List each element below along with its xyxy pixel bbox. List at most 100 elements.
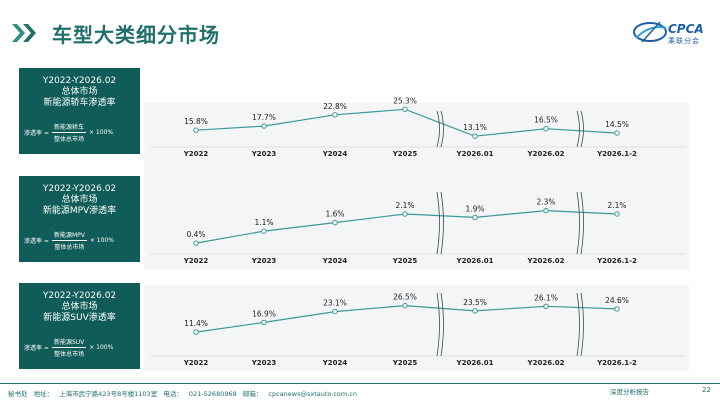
cpca-logo-icon xyxy=(633,21,667,43)
axis-break-mark xyxy=(576,292,580,357)
data-label: 26.5% xyxy=(393,293,417,302)
formula: 渗透率 = 新能源SUV 整体总市场 × 100% xyxy=(24,337,113,358)
axis-break-mark xyxy=(580,110,584,148)
data-point xyxy=(614,211,620,217)
formula-lhs: 渗透率 = xyxy=(24,345,49,352)
x-tick-label: Y2026.1-2 xyxy=(596,359,637,367)
panel-title-line: 总体市场 xyxy=(61,302,98,312)
formula-rhs: × 100% xyxy=(89,344,114,351)
x-tick-label: Y2023 xyxy=(251,257,277,265)
data-point xyxy=(193,240,199,246)
data-point xyxy=(543,303,549,310)
data-point xyxy=(261,319,267,326)
axis-break-mark xyxy=(576,191,580,255)
data-point xyxy=(261,228,267,234)
data-label: 23.1% xyxy=(323,299,347,308)
x-tick-label: Y2022 xyxy=(183,150,209,158)
logo-subtitle: 乘联分会 xyxy=(668,37,700,45)
data-label: 1.6% xyxy=(325,210,344,219)
data-label: 14.5% xyxy=(605,120,629,129)
chart-strip-sedan xyxy=(144,103,689,189)
panel-title-line: 总体市场 xyxy=(61,87,98,97)
panel-title-line: 新能源轿车渗透率 xyxy=(43,98,116,108)
panel-info-sedan: Y2022-Y2026.02 总体市场 新能源轿车渗透率 渗透率 = 新能源轿车… xyxy=(19,68,140,154)
data-label: 1.9% xyxy=(465,204,484,213)
axis-break-mark xyxy=(436,191,440,255)
x-tick-label: Y2026.02 xyxy=(527,257,565,265)
footer-divider xyxy=(0,383,720,384)
x-tick-label: Y2026.1-2 xyxy=(596,257,637,265)
data-point xyxy=(472,214,478,221)
x-tick-label: Y2026.02 xyxy=(527,359,565,367)
data-point xyxy=(332,308,338,315)
data-point xyxy=(472,308,478,314)
data-point xyxy=(193,127,199,133)
data-label: 15.8% xyxy=(184,117,208,126)
data-point xyxy=(543,207,549,214)
data-label: 24.6% xyxy=(605,296,629,305)
panel-title-line: Y2022-Y2026.02 xyxy=(42,291,117,301)
page-title: 车型大类细分市场 xyxy=(52,23,220,47)
x-tick-label: Y2026.1-2 xyxy=(596,150,637,158)
data-point xyxy=(614,306,620,312)
footer-phone-label: 电话： xyxy=(163,390,183,398)
axis-break-mark xyxy=(576,110,580,148)
axis-break-mark xyxy=(440,292,444,357)
axis-break-mark xyxy=(436,110,440,148)
panel-title-line: Y2022-Y2026.02 xyxy=(42,76,117,86)
formula-numerator: 新能源MPV xyxy=(51,232,87,241)
footer-secretariat: 秘书处 xyxy=(8,390,28,398)
x-tick-label: Y2026.01 xyxy=(456,359,494,367)
panel-info-mpv: Y2022-Y2026.02 总体市场 新能源MPV渗透率 渗透率 = 新能源M… xyxy=(19,176,140,262)
data-label: 0.4% xyxy=(186,230,205,239)
axis-break-mark xyxy=(580,292,584,357)
data-label: 2.3% xyxy=(536,198,555,207)
formula-numerator: 新能源轿车 xyxy=(51,124,86,133)
formula-denominator: 整体总市场 xyxy=(54,244,85,251)
x-tick-label: Y2026.01 xyxy=(456,150,494,158)
x-tick-label: Y2022 xyxy=(183,257,209,265)
chart-strip-suv xyxy=(144,285,689,371)
formula: 渗透率 = 新能源轿车 整体总市场 × 100% xyxy=(24,122,113,143)
formula-lhs: 渗透率 = xyxy=(24,130,49,137)
footer-phone: 021-52680968 xyxy=(188,390,237,398)
data-point xyxy=(402,211,408,217)
chart-strip-mpv xyxy=(144,184,689,270)
footer-address: 上海市武宁路423号8号楼1103室 xyxy=(59,390,158,398)
data-point xyxy=(193,329,199,335)
panel-title-line: 总体市场 xyxy=(61,195,98,205)
axis-break-mark xyxy=(440,110,444,148)
data-label: 17.7% xyxy=(252,113,276,122)
axis-break-mark xyxy=(580,191,584,255)
formula-rhs: × 100% xyxy=(88,129,114,136)
data-point xyxy=(332,219,338,226)
data-label: 1.1% xyxy=(254,218,273,227)
chevron-icon xyxy=(12,24,36,42)
data-label: 25.3% xyxy=(393,96,417,105)
data-label: 2.1% xyxy=(607,201,626,210)
x-tick-label: Y2025 xyxy=(392,257,418,265)
data-point xyxy=(402,302,408,309)
footer-email-label: 邮箱： xyxy=(242,390,263,398)
x-tick-label: Y2023 xyxy=(251,359,277,367)
footer-email: cpcanews@sxtauto.com.cn xyxy=(268,390,357,398)
footer-report-label: 深度分析报告 xyxy=(610,388,649,396)
x-tick-label: Y2024 xyxy=(322,150,348,158)
data-label: 13.1% xyxy=(463,123,487,132)
data-label: 22.8% xyxy=(323,102,347,111)
data-label: 26.1% xyxy=(534,293,558,302)
x-tick-label: Y2023 xyxy=(251,150,277,158)
formula-lhs: 渗透率 = xyxy=(24,238,49,245)
formula-denominator: 整体总市场 xyxy=(53,136,84,143)
x-tick-label: Y2024 xyxy=(322,257,348,265)
formula-denominator: 整体总市场 xyxy=(54,351,85,358)
data-point xyxy=(543,126,549,132)
page-number: 22 xyxy=(702,386,711,394)
panel-info-suv: Y2022-Y2026.02 总体市场 新能源SUV渗透率 渗透率 = 新能源S… xyxy=(19,283,140,369)
data-label: 16.5% xyxy=(534,116,558,125)
data-label: 16.9% xyxy=(252,309,276,318)
data-label: 2.1% xyxy=(395,201,414,210)
data-point xyxy=(261,123,267,129)
logo-text: CPCA xyxy=(668,22,704,36)
